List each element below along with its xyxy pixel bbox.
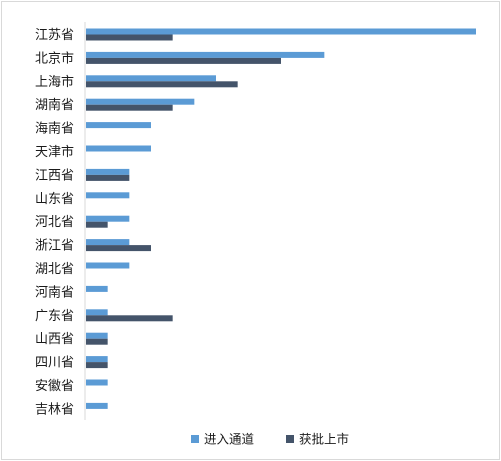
bar-jinru-tongdao (86, 122, 151, 129)
bar-jinru-tongdao (86, 239, 130, 246)
category-label: 山西省 (35, 332, 74, 347)
bar-jinru-tongdao (86, 379, 108, 386)
category-label: 河南省 (35, 284, 74, 300)
category-labels-group: 江苏省北京市上海市湖南省海南省天津市江西省山东省河北省浙江省湖北省河南省广东省山… (35, 27, 74, 417)
bar-jinru-tongdao (86, 28, 476, 35)
bar-huopi-shangshi (86, 104, 173, 111)
bar-jinru-tongdao (86, 168, 130, 175)
bar-jinru-tongdao (86, 402, 108, 409)
category-label: 湖北省 (35, 262, 74, 277)
category-label: 浙江省 (35, 239, 74, 254)
category-label: 天津市 (35, 144, 74, 160)
bar-huopi-shangshi (86, 34, 173, 41)
bar-jinru-tongdao (86, 262, 130, 269)
bar-jinru-tongdao (86, 192, 130, 199)
bar-jinru-tongdao (86, 285, 108, 292)
bar-huopi-shangshi (86, 338, 108, 345)
bar-jinru-tongdao (86, 75, 216, 82)
bars-group (86, 28, 476, 409)
category-label: 江西省 (35, 168, 74, 183)
bar-huopi-shangshi (86, 81, 238, 88)
bar-huopi-shangshi (86, 362, 108, 369)
category-label: 四川省 (35, 356, 74, 371)
category-label: 海南省 (35, 121, 74, 137)
category-label: 江苏省 (35, 27, 74, 43)
bar-jinru-tongdao (86, 98, 195, 105)
bar-huopi-shangshi (86, 315, 173, 322)
bar-jinru-tongdao (86, 145, 151, 152)
category-label: 安徽省 (35, 379, 74, 394)
bar-huopi-shangshi (86, 57, 281, 64)
legend-label: 进入通道 (204, 432, 255, 447)
legend-swatch (286, 435, 294, 443)
bar-jinru-tongdao (86, 309, 108, 316)
category-label: 河北省 (35, 215, 74, 230)
bar-jinru-tongdao (86, 332, 108, 339)
bar-jinru-tongdao (86, 51, 325, 58)
bar-jinru-tongdao (86, 356, 108, 363)
category-label: 广东省 (35, 309, 74, 324)
bar-huopi-shangshi (86, 245, 151, 252)
category-label: 山东省 (35, 192, 74, 207)
category-label: 湖南省 (35, 97, 74, 113)
legend-swatch (191, 435, 199, 443)
bar-huopi-shangshi (86, 174, 130, 181)
bar-huopi-shangshi (86, 221, 108, 228)
category-label: 吉林省 (35, 402, 74, 417)
bar-jinru-tongdao (86, 215, 130, 222)
legend: 进入通道 获批上市 (191, 432, 349, 447)
category-label: 北京市 (35, 50, 74, 66)
category-label: 上海市 (35, 74, 74, 90)
legend-label: 获批上市 (299, 432, 349, 447)
